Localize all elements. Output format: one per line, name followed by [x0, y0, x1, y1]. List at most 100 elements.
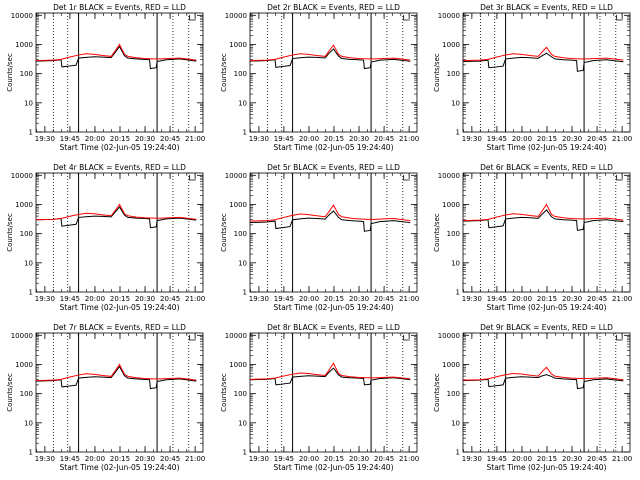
x-tick-label: 19:30	[35, 455, 55, 463]
x-tick-label: 20:45	[374, 455, 394, 463]
x-tick-label: 20:30	[135, 455, 155, 463]
y-tick-label: 10	[238, 419, 247, 427]
x-tick-label: 21:00	[612, 455, 632, 463]
y-tick-label: 1	[456, 129, 460, 137]
x-tick-label: 19:30	[35, 135, 55, 143]
x-tick-label: 20:15	[537, 295, 557, 303]
x-tick-label: 20:00	[85, 135, 105, 143]
y-tick-label: 10000	[225, 172, 247, 180]
events-series-line	[249, 48, 411, 70]
x-tick-label: 19:45	[274, 455, 294, 463]
y-tick-label: 10	[451, 419, 460, 427]
events-series-line	[462, 52, 624, 72]
y-tick-label: 100	[20, 390, 33, 398]
plot-frame	[462, 12, 631, 133]
x-tick-label: 20:15	[324, 455, 344, 463]
plot-title: Det 7r BLACK = Events, RED = LLD	[53, 323, 186, 332]
y-tick-label: 100	[234, 230, 247, 238]
x-tick-label: 19:45	[487, 295, 507, 303]
plot-title: Det 3r BLACK = Events, RED = LLD	[480, 3, 613, 12]
plot-panel-2: Det 2r BLACK = Events, RED = LLD 1 10 100 10…	[220, 3, 419, 152]
y-tick-label: 100	[447, 70, 460, 78]
plot-panel-1: Det 1r BLACK = Events, RED = LLD 1 10 100 10…	[6, 3, 205, 152]
x-tick-label: 20:45	[374, 135, 394, 143]
x-tick-label: 20:30	[135, 295, 155, 303]
y-tick-label: 10	[24, 419, 33, 427]
y-tick-label: 1000	[442, 361, 460, 369]
x-tick-label: 20:30	[562, 135, 582, 143]
x-tick-label: 19:45	[60, 295, 80, 303]
y-tick-label: 10000	[225, 12, 247, 20]
y-tick-label: 10000	[438, 172, 460, 180]
x-tick-label: 20:45	[587, 135, 607, 143]
y-tick-label: 10000	[438, 332, 460, 340]
y-tick-label: 1000	[442, 201, 460, 209]
y-tick-label: 10	[238, 259, 247, 267]
y-tick-label: 10	[24, 99, 33, 107]
y-tick-label: 1	[243, 129, 247, 137]
x-tick-label: 21:00	[399, 295, 419, 303]
plot-title: Det 1r BLACK = Events, RED = LLD	[53, 3, 186, 12]
lld-series-line	[249, 362, 411, 380]
x-tick-label: 20:30	[135, 135, 155, 143]
x-tick-label: 20:30	[349, 135, 369, 143]
y-tick-label: 10000	[438, 12, 460, 20]
x-tick-label: 20:00	[299, 455, 319, 463]
x-tick-label: 20:45	[160, 295, 180, 303]
y-tick-label: 10000	[11, 12, 33, 20]
y-tick-label: 1000	[15, 361, 33, 369]
y-tick-label: 100	[20, 70, 33, 78]
x-tick-label: 21:00	[185, 455, 205, 463]
y-tick-label: 1000	[229, 201, 247, 209]
x-tick-label: 19:45	[274, 135, 294, 143]
x-axis-label: Start Time (02-Jun-05 19:24:40)	[274, 303, 394, 312]
y-tick-label: 1000	[229, 41, 247, 49]
lld-series-line	[35, 203, 197, 221]
x-tick-label: 20:00	[85, 295, 105, 303]
y-axis-label: Counts/sec	[220, 213, 228, 252]
plot-title: Det 6r BLACK = Events, RED = LLD	[480, 163, 613, 172]
y-tick-label: 1	[29, 289, 33, 297]
y-tick-label: 10000	[11, 332, 33, 340]
y-tick-label: 1	[243, 449, 247, 457]
x-tick-label: 19:45	[487, 135, 507, 143]
corner-bracket	[189, 175, 196, 181]
x-axis-label: Start Time (02-Jun-05 19:24:40)	[487, 463, 607, 472]
x-tick-label: 20:15	[110, 455, 130, 463]
x-axis-label: Start Time (02-Jun-05 19:24:40)	[487, 303, 607, 312]
corner-bracket	[403, 175, 410, 181]
y-axis-label: Counts/sec	[433, 213, 441, 252]
x-tick-label: 19:30	[249, 135, 269, 143]
x-tick-label: 19:45	[487, 455, 507, 463]
y-axis-label: Counts/sec	[433, 373, 441, 412]
plot-frame	[35, 172, 204, 293]
x-tick-label: 19:45	[60, 135, 80, 143]
plot-panel-6: Det 6r BLACK = Events, RED = LLD 1 10 100 10…	[433, 163, 632, 312]
y-tick-label: 1	[29, 129, 33, 137]
plot-frame	[249, 172, 418, 293]
x-tick-label: 21:00	[612, 295, 632, 303]
y-axis-label: Counts/sec	[6, 373, 14, 412]
corner-bracket	[403, 15, 410, 21]
plot-frame	[462, 172, 631, 293]
x-tick-label: 20:30	[562, 295, 582, 303]
y-tick-label: 10000	[225, 332, 247, 340]
x-axis-label: Start Time (02-Jun-05 19:24:40)	[60, 143, 180, 152]
y-tick-label: 10000	[11, 172, 33, 180]
y-axis-label: Counts/sec	[6, 213, 14, 252]
x-tick-label: 20:30	[349, 455, 369, 463]
x-tick-label: 20:30	[349, 295, 369, 303]
x-tick-label: 21:00	[399, 135, 419, 143]
plot-title: Det 9r BLACK = Events, RED = LLD	[480, 323, 613, 332]
plot-frame	[35, 12, 204, 133]
y-tick-label: 10	[451, 99, 460, 107]
x-tick-label: 19:30	[249, 295, 269, 303]
events-series-line	[35, 206, 197, 229]
x-tick-label: 21:00	[399, 455, 419, 463]
lld-series-line	[462, 366, 624, 381]
x-tick-label: 19:45	[60, 455, 80, 463]
events-series-line	[462, 209, 624, 231]
y-tick-label: 10	[238, 99, 247, 107]
corner-bracket	[616, 335, 623, 341]
